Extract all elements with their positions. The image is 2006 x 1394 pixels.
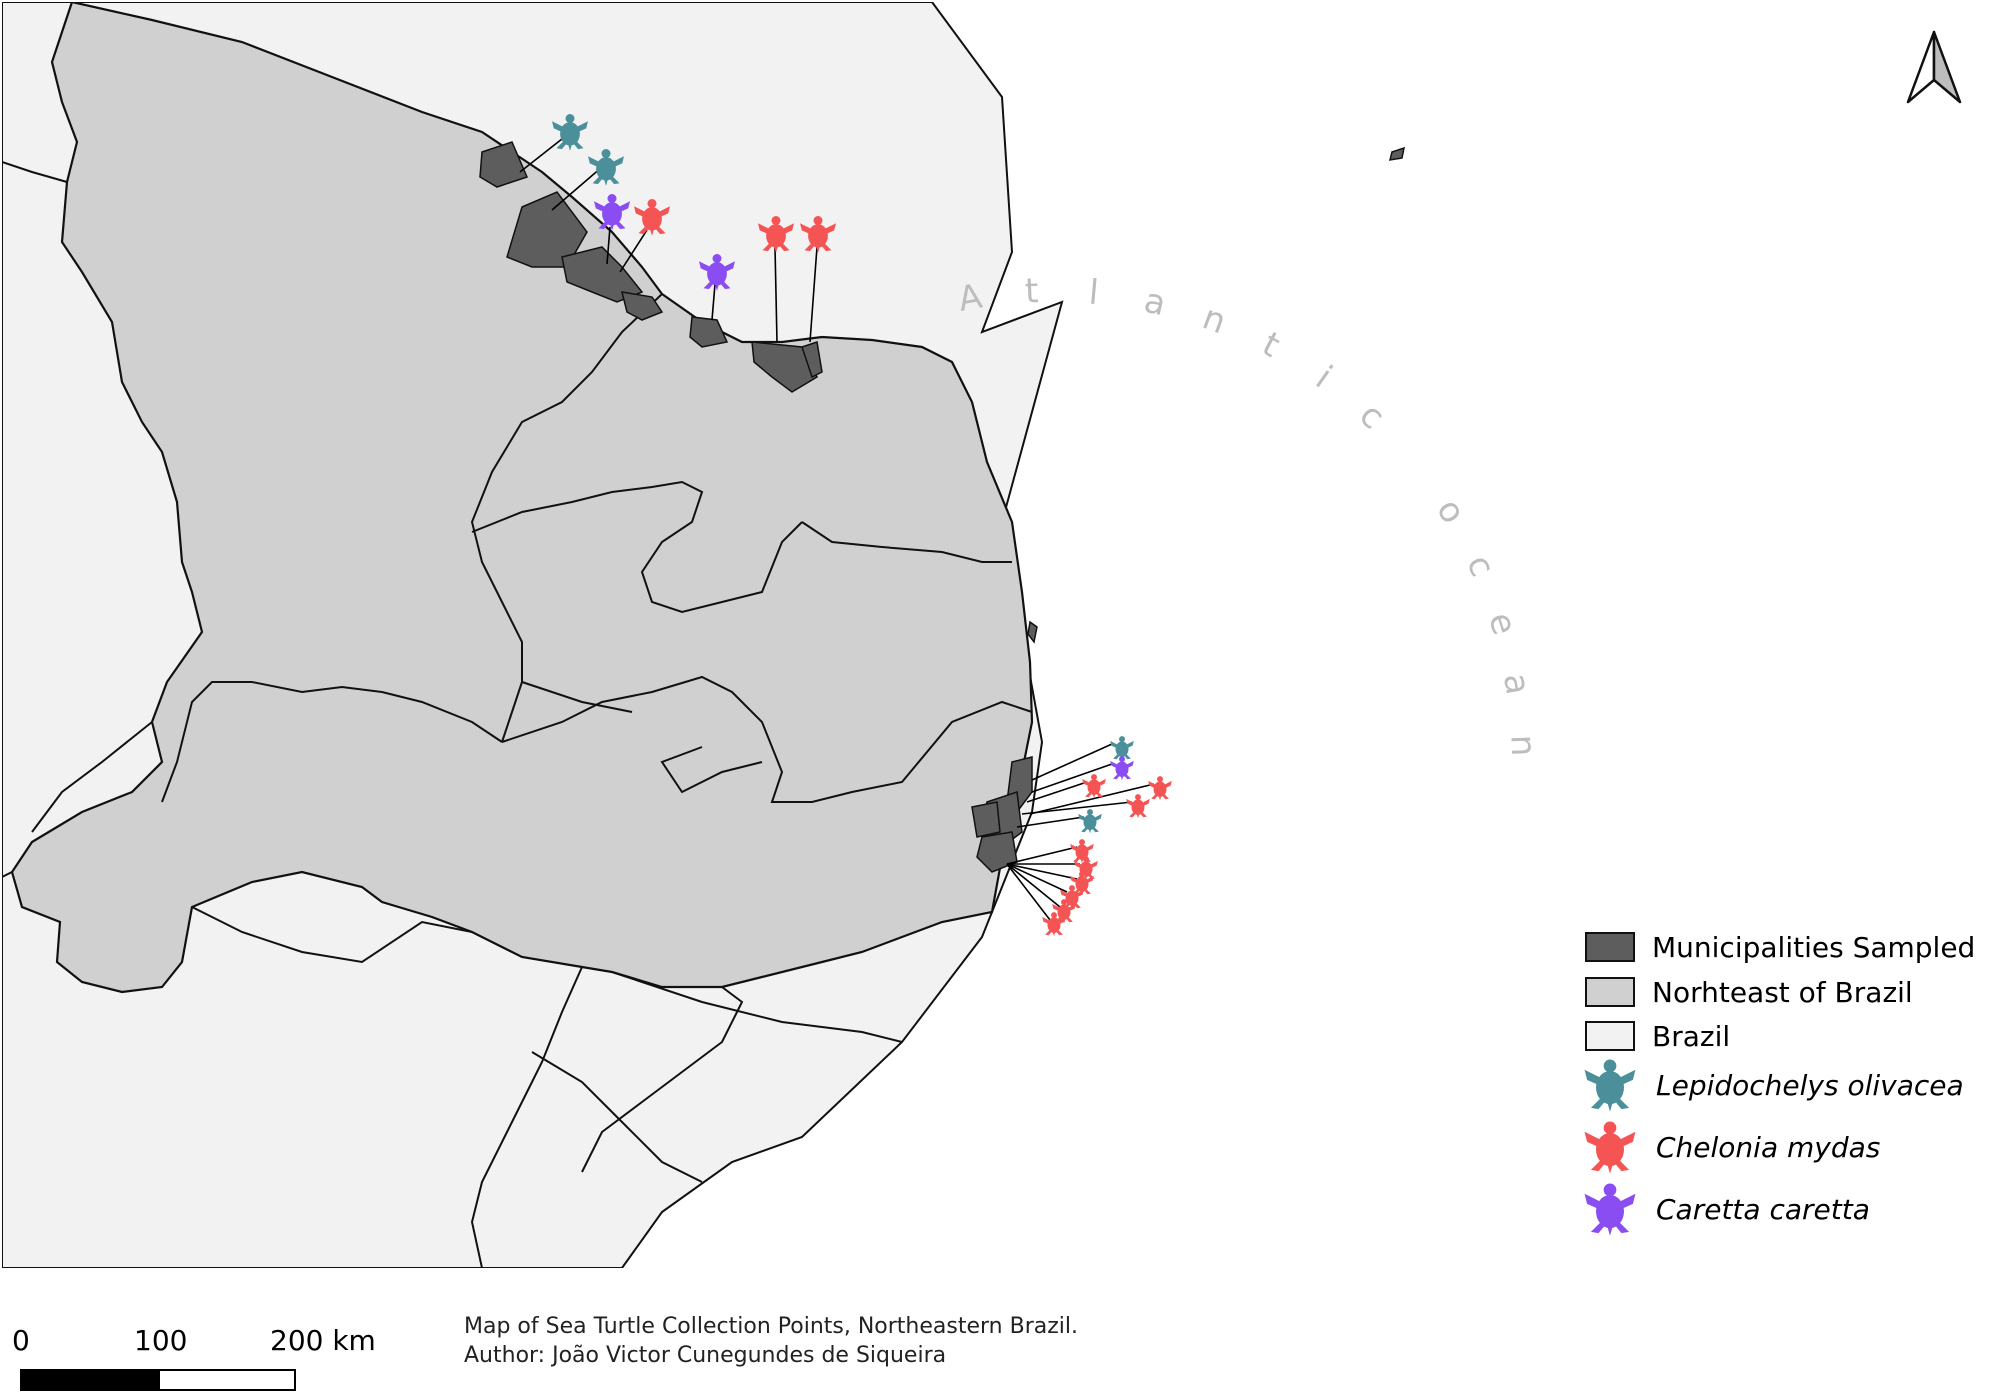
legend-swatch	[1585, 1021, 1635, 1051]
scale-label-0: 0	[12, 1324, 30, 1357]
legend-item: Lepidochelys olivacea	[1584, 1059, 1964, 1112]
map-caption: Map of Sea Turtle Collection Points, Nor…	[464, 1312, 1078, 1370]
legend-item: Municipalities Sampled	[1585, 931, 1975, 964]
legend-label: Norhteast of Brazil	[1652, 976, 1913, 1009]
scale-label-200: 200 km	[270, 1324, 376, 1357]
legend-label: Chelonia mydas	[1656, 1131, 1880, 1164]
leader-lines	[519, 134, 1155, 921]
legend-item: Caretta caretta	[1584, 1183, 1870, 1236]
legend-label: Municipalities Sampled	[1652, 931, 1975, 964]
ocean-label-letter: n	[1502, 734, 1543, 757]
legend-item: Brazil	[1585, 1020, 1730, 1053]
legend-item: Chelonia mydas	[1584, 1121, 1880, 1174]
caption-author: Author: João Victor Cunegundes de Siquei…	[464, 1343, 947, 1368]
ocean-label-letter: l	[1087, 273, 1100, 314]
legend-swatch	[1585, 977, 1635, 1007]
legend-label: Caretta caretta	[1656, 1193, 1870, 1226]
north-arrow-icon	[1906, 30, 1962, 104]
scale-bar-black-segment	[20, 1369, 162, 1391]
state-borders	[2, 161, 1033, 1268]
legend: Municipalities Sampled Norhteast of Brazi…	[1584, 931, 1975, 1236]
legend-label: Brazil	[1652, 1020, 1730, 1053]
scale-bar: 0 100 200 km	[0, 1300, 400, 1394]
caption-title: Map of Sea Turtle Collection Points, Nor…	[464, 1314, 1078, 1339]
scale-label-100: 100	[134, 1324, 188, 1357]
legend-label: Lepidochelys olivacea	[1656, 1069, 1964, 1102]
ocean-label-letter: t	[1024, 271, 1039, 312]
legend-item: Norhteast of Brazil	[1585, 976, 1913, 1009]
legend-swatch	[1585, 932, 1635, 962]
scale-bar-white-segment	[158, 1369, 296, 1391]
sampled-municipalities	[479, 141, 1405, 873]
